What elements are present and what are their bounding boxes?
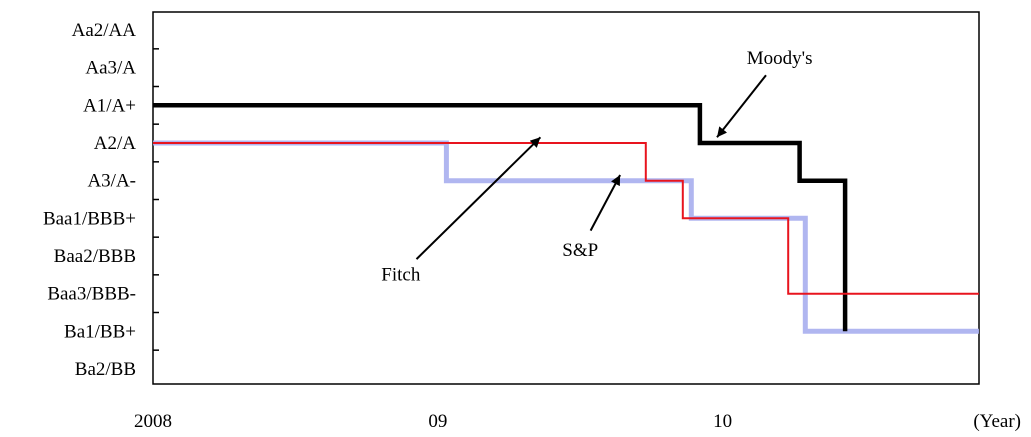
- annotation-arrow: [716, 74, 767, 138]
- x-tick-label: 09: [428, 411, 447, 432]
- series-line-moody-s: [153, 103, 848, 332]
- series-layer: [153, 103, 979, 334]
- y-tick-label: Baa3/BBB-: [47, 284, 136, 305]
- annotation-label: Moody's: [747, 48, 813, 69]
- y-tick-label: Baa2/BBB: [54, 246, 136, 267]
- series-line-s-p: [153, 140, 979, 334]
- y-tick-label: A1/A+: [83, 95, 136, 116]
- annotation-label: Fitch: [381, 264, 421, 285]
- x-axis-label: (Year): [973, 411, 1021, 432]
- annotation-arrow: [415, 136, 542, 260]
- x-tick-label: 2008: [134, 411, 172, 432]
- plot-frame: [152, 11, 980, 385]
- series-line-fitch: [153, 142, 979, 295]
- y-tick-label: Aa3/A: [85, 58, 136, 79]
- y-tick-label: A2/A: [94, 133, 137, 154]
- x-tick-label: 10: [713, 411, 732, 432]
- y-tick-label: Ba2/BB: [75, 359, 136, 380]
- x-axis: 2008 09 10: [134, 411, 732, 432]
- annotations: Moody's Fitch S&P: [381, 48, 812, 286]
- annotation-label: S&P: [562, 240, 598, 261]
- y-tick-label: Baa1/BBB+: [43, 208, 136, 229]
- annotation-arrow: [589, 174, 621, 232]
- y-tick-label: Aa2/AA: [72, 20, 137, 41]
- y-tick-label: Ba1/BB+: [64, 321, 136, 342]
- y-axis: Ba2/BB Ba1/BB+ Baa3/BBB- Baa2/BBB Baa1/BBB+ A…: [43, 20, 159, 380]
- y-tick-label: A3/A-: [87, 171, 136, 192]
